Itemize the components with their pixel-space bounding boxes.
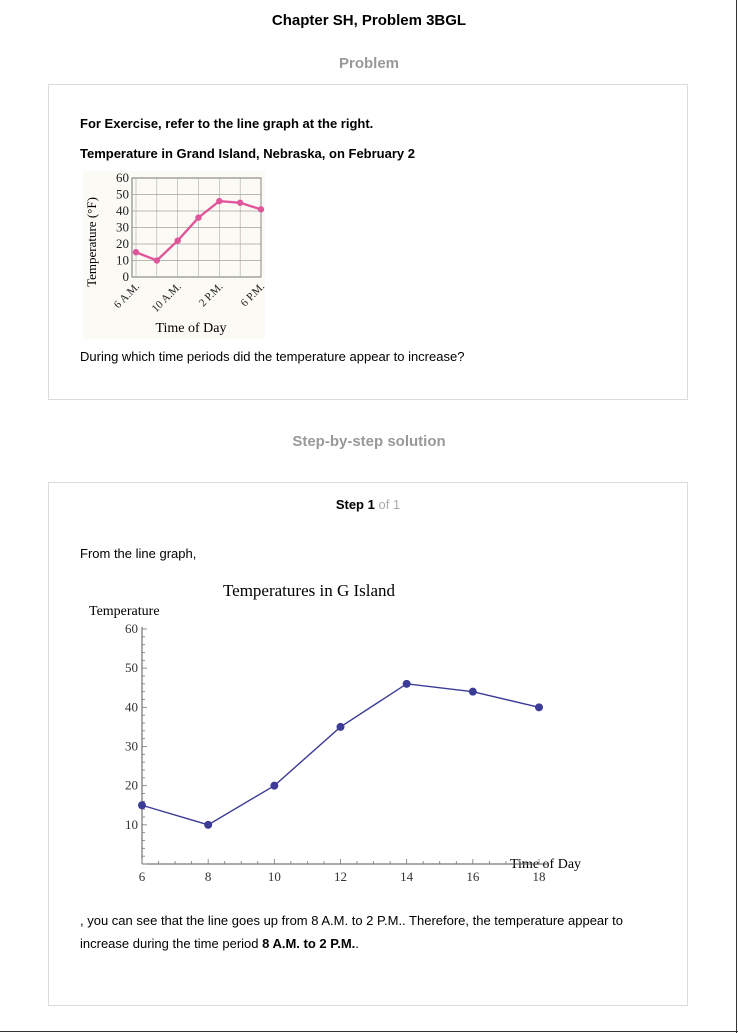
y-tick-label: 10 (125, 817, 138, 832)
x-tick-label: 8 (205, 869, 212, 884)
y-tick-label: 60 (125, 621, 138, 636)
y-tick-label: 0 (123, 269, 130, 284)
data-point (204, 820, 213, 829)
data-point (216, 197, 223, 205)
solution-line-chart: Temperatures in G Island Temperature Tim… (89, 581, 581, 884)
solution-heading: Step-by-step solution (292, 433, 446, 450)
step-indicator: Step 1 of 1 (49, 497, 687, 512)
data-point (153, 257, 161, 264)
data-point (174, 237, 181, 244)
y-tick-label: 20 (116, 236, 129, 251)
y-axis-label: Temperature (°F) (84, 197, 99, 287)
problem-question: During which time periods did the temper… (80, 349, 465, 364)
graph-caption: Temperature in Grand Island, Nebraska, o… (80, 146, 415, 161)
problem-heading: Problem (338, 55, 399, 72)
x-axis-label: Time of Day (155, 321, 226, 336)
y-tick-label: 50 (116, 187, 129, 202)
y-tick-label: 40 (125, 699, 138, 714)
data-point (468, 687, 477, 696)
solution-card: Step 1 of 1 From the line graph, Tempera… (48, 482, 688, 1006)
data-point (257, 206, 265, 213)
y-axis-label: Temperature (89, 604, 160, 619)
data-point (535, 703, 543, 712)
page-border-bottom (0, 1031, 738, 1032)
conclusion-text: , you can see that the line goes up from… (80, 913, 623, 951)
y-tick-label: 10 (116, 253, 129, 268)
x-tick-label: 14 (400, 869, 414, 884)
y-tick-label: 40 (116, 203, 129, 218)
data-point (138, 801, 146, 810)
y-tick-label: 60 (116, 171, 129, 185)
y-tick-label: 30 (116, 220, 129, 235)
y-tick-label: 30 (125, 739, 138, 754)
data-point (402, 679, 411, 688)
conclusion-answer: 8 A.M. to 2 P.M. (262, 936, 356, 951)
y-tick-label: 20 (125, 778, 138, 793)
data-point (132, 249, 140, 256)
solution-intro: From the line graph, (80, 546, 197, 561)
step-number: Step 1 (335, 497, 375, 512)
x-tick-label: 12 (334, 869, 347, 884)
data-point (270, 781, 279, 790)
solution-conclusion: , you can see that the line goes up from… (80, 909, 640, 955)
x-tick-label: 10 (268, 869, 281, 884)
page-border-right (736, 0, 737, 1033)
problem-card: For Exercise, refer to the line graph at… (48, 84, 688, 400)
temperature-series-line (141, 683, 540, 826)
x-tick-label: 6 (139, 869, 146, 884)
conclusion-end: . (355, 936, 359, 951)
x-tick-label: 16 (466, 869, 480, 884)
data-point (195, 214, 202, 221)
data-point (336, 722, 345, 731)
problem-instruction: For Exercise, refer to the line graph at… (80, 116, 374, 131)
y-tick-label: 50 (125, 660, 138, 675)
data-point (236, 199, 244, 206)
x-tick-label: 18 (533, 869, 546, 884)
step-total: of 1 (378, 497, 401, 512)
chart-title: Temperatures in G Island (223, 581, 396, 600)
graph-paper-background (83, 171, 265, 339)
page-title: Chapter SH, Problem 3BGL (271, 12, 467, 29)
